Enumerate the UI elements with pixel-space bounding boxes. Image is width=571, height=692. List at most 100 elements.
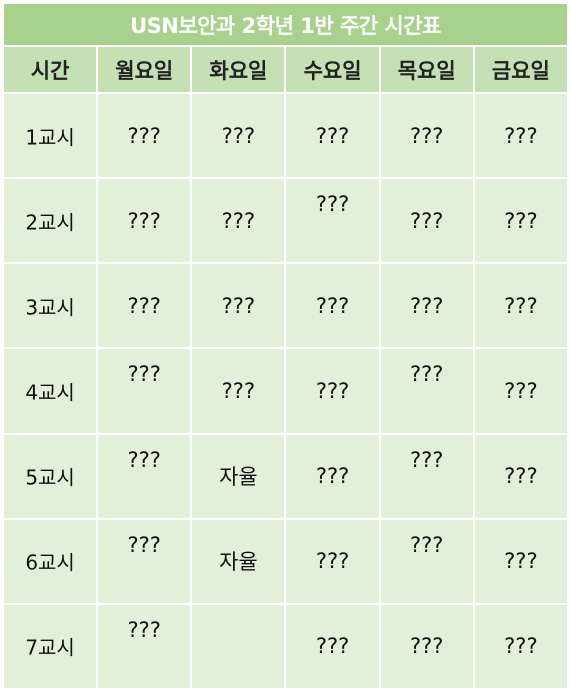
class-cell-tuesday: 자율 bbox=[192, 519, 285, 603]
subject-text: ??? bbox=[315, 464, 350, 489]
class-cell-monday: ??? bbox=[98, 94, 191, 178]
class-cell-thursday: ??? bbox=[380, 604, 473, 688]
class-cell-friday: ??? bbox=[474, 349, 567, 433]
period-label-text: 3교시 bbox=[25, 295, 75, 320]
subject-text: ??? bbox=[504, 378, 538, 403]
period-label-text: 7교시 bbox=[25, 635, 75, 660]
subject-text: 자율 bbox=[219, 465, 258, 490]
subject-text: ??? bbox=[127, 123, 161, 148]
header-tuesday: 화요일 bbox=[192, 47, 285, 92]
table-row: 4교시??????????????? bbox=[4, 349, 567, 433]
class-cell-wednesday: ??? bbox=[286, 604, 379, 688]
class-cell-thursday: ??? bbox=[380, 349, 473, 433]
class-cell-wednesday: ??? bbox=[286, 349, 379, 433]
table-row: 7교시???????????? bbox=[4, 604, 567, 688]
subject-text: ??? bbox=[315, 123, 350, 148]
header-row: 시간 월요일 화요일 수요일 목요일 금요일 bbox=[4, 47, 567, 92]
class-cell-friday: ??? bbox=[474, 94, 567, 178]
subject-text: ??? bbox=[221, 208, 256, 233]
subject-text: ??? bbox=[504, 293, 538, 318]
class-cell-monday: ??? bbox=[98, 519, 191, 603]
subject-text: ??? bbox=[504, 634, 538, 659]
class-cell-friday: ??? bbox=[474, 604, 567, 688]
class-cell-tuesday bbox=[192, 604, 285, 688]
class-cell-tuesday: ??? bbox=[192, 94, 285, 178]
subject-text: ??? bbox=[409, 208, 444, 233]
header-thursday: 목요일 bbox=[380, 47, 473, 92]
subject-text: ??? bbox=[409, 447, 444, 472]
subject-text: ??? bbox=[504, 464, 538, 489]
table-row: 2교시??????????????? bbox=[4, 179, 567, 263]
subject-text: ??? bbox=[315, 549, 350, 574]
period-label: 3교시 bbox=[4, 264, 97, 348]
class-cell-wednesday: ??? bbox=[286, 434, 379, 518]
subject-text: ??? bbox=[127, 293, 161, 318]
class-cell-wednesday: ??? bbox=[286, 519, 379, 603]
subject-text: ??? bbox=[127, 362, 161, 387]
title-row: USN보안과 2학년 1반 주간 시간표 bbox=[4, 4, 567, 45]
class-cell-friday: ??? bbox=[474, 519, 567, 603]
class-cell-friday: ??? bbox=[474, 264, 567, 348]
subject-text: ??? bbox=[127, 532, 161, 557]
class-cell-thursday: ??? bbox=[380, 179, 473, 263]
class-cell-monday: ??? bbox=[98, 179, 191, 263]
subject-text: ??? bbox=[315, 378, 350, 403]
period-label: 6교시 bbox=[4, 519, 97, 603]
period-label: 1교시 bbox=[4, 94, 97, 178]
subject-text: ??? bbox=[504, 208, 538, 233]
period-label: 2교시 bbox=[4, 179, 97, 263]
class-cell-monday: ??? bbox=[98, 604, 191, 688]
subject-text: ??? bbox=[221, 123, 256, 148]
class-cell-friday: ??? bbox=[474, 179, 567, 263]
timetable-body: 1교시??????????????? 2교시??????????????? 3교시?… bbox=[4, 94, 567, 688]
class-cell-thursday: ??? bbox=[380, 94, 473, 178]
subject-text: ??? bbox=[221, 378, 256, 403]
subject-text: ??? bbox=[504, 123, 538, 148]
subject-text: ??? bbox=[409, 634, 444, 659]
subject-text: ??? bbox=[315, 634, 350, 659]
header-friday: 금요일 bbox=[474, 47, 567, 92]
table-row: 1교시??????????????? bbox=[4, 94, 567, 178]
class-cell-tuesday: ??? bbox=[192, 349, 285, 433]
timetable-title: USN보안과 2학년 1반 주간 시간표 bbox=[4, 4, 567, 45]
period-label-text: 4교시 bbox=[25, 380, 75, 405]
table-row: 5교시??? 자율????????? bbox=[4, 434, 567, 518]
class-cell-wednesday: ??? bbox=[286, 94, 379, 178]
class-cell-friday: ??? bbox=[474, 434, 567, 518]
class-cell-monday: ??? bbox=[98, 349, 191, 433]
subject-text: ??? bbox=[315, 192, 350, 217]
subject-text: ??? bbox=[409, 293, 444, 318]
header-time: 시간 bbox=[4, 47, 97, 92]
header-monday: 월요일 bbox=[98, 47, 191, 92]
period-label: 4교시 bbox=[4, 349, 97, 433]
period-label: 5교시 bbox=[4, 434, 97, 518]
period-label-text: 6교시 bbox=[25, 550, 75, 575]
subject-text: ??? bbox=[409, 532, 444, 557]
class-cell-tuesday: 자율 bbox=[192, 434, 285, 518]
subject-text: ??? bbox=[127, 447, 161, 472]
subject-text: ??? bbox=[409, 362, 444, 387]
header-wednesday: 수요일 bbox=[286, 47, 379, 92]
class-cell-monday: ??? bbox=[98, 264, 191, 348]
table-row: 3교시??????????????? bbox=[4, 264, 567, 348]
class-cell-tuesday: ??? bbox=[192, 179, 285, 263]
period-label-text: 1교시 bbox=[25, 125, 75, 150]
class-cell-tuesday: ??? bbox=[192, 264, 285, 348]
class-cell-wednesday: ??? bbox=[286, 264, 379, 348]
period-label-text: 5교시 bbox=[25, 465, 75, 490]
subject-text: ??? bbox=[221, 293, 256, 318]
class-cell-thursday: ??? bbox=[380, 519, 473, 603]
class-cell-thursday: ??? bbox=[380, 264, 473, 348]
subject-text: ??? bbox=[315, 293, 350, 318]
period-label-text: 2교시 bbox=[25, 210, 75, 235]
subject-text: ??? bbox=[409, 123, 444, 148]
subject-text: ??? bbox=[127, 208, 161, 233]
subject-text: 자율 bbox=[219, 550, 258, 575]
class-cell-wednesday: ??? bbox=[286, 179, 379, 263]
subject-text: ??? bbox=[504, 549, 538, 574]
class-cell-thursday: ??? bbox=[380, 434, 473, 518]
period-label: 7교시 bbox=[4, 604, 97, 688]
subject-text: ??? bbox=[127, 617, 161, 642]
